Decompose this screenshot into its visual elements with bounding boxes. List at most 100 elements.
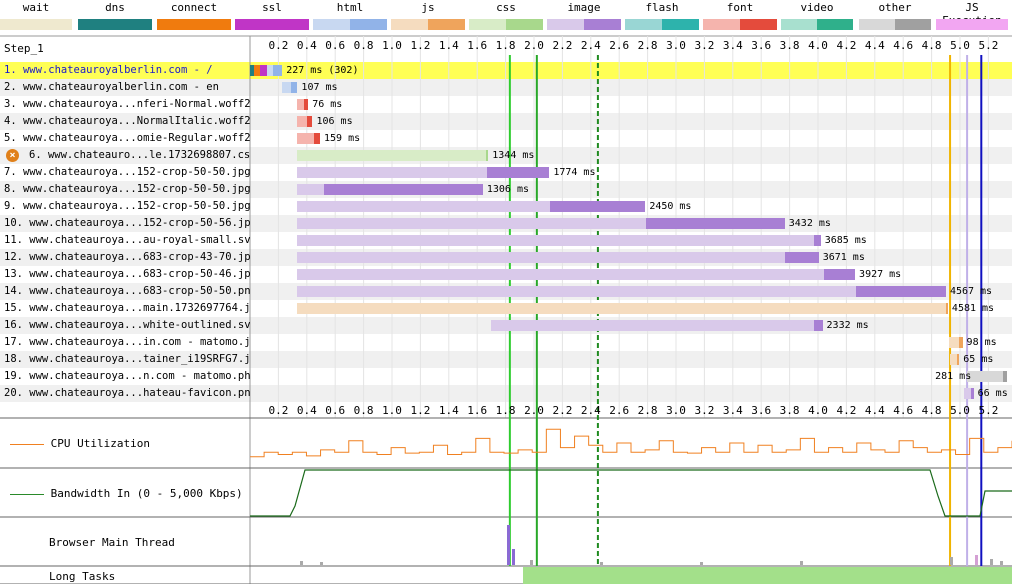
request-label[interactable]: 9. www.chateauroya...152-crop-50-50.jpg: [4, 200, 250, 212]
request-wait-bar[interactable]: [297, 286, 857, 297]
legend-item-video: video: [781, 0, 853, 34]
request-download-bar[interactable]: [313, 133, 320, 144]
time-tick: 3.0: [666, 404, 686, 417]
request-download-bar[interactable]: [303, 99, 309, 110]
request-wait-bar[interactable]: [297, 184, 324, 195]
time-tick: 0.8: [353, 39, 374, 52]
request-download-bar[interactable]: [485, 150, 489, 161]
request-download-bar[interactable]: [957, 354, 960, 365]
time-tick: 0.2: [268, 39, 289, 52]
request-duration-label: 1306 ms: [486, 184, 530, 195]
legend-label: wait: [22, 1, 50, 14]
request-wait-bar[interactable]: [297, 218, 647, 229]
request-wait-bar[interactable]: [297, 201, 550, 212]
request-label[interactable]: 13. www.chateauroya...683-crop-50-46.jpg: [4, 268, 250, 280]
legend-label: other: [878, 1, 912, 14]
time-tick: 4.8: [921, 39, 942, 52]
time-tick: 2.0: [524, 39, 544, 52]
request-download-bar[interactable]: [291, 82, 298, 93]
step-label: Step_1: [4, 42, 44, 55]
request-duration-label: 98 ms: [966, 337, 997, 348]
request-wait-bar[interactable]: [297, 235, 814, 246]
time-tick: 2.6: [609, 39, 630, 52]
request-wait-bar[interactable]: [297, 133, 314, 144]
request-download-bar[interactable]: [272, 65, 283, 76]
request-label[interactable]: 17. www.chateauroya...in.com - matomo.js: [4, 336, 250, 348]
request-wait-bar[interactable]: [297, 303, 946, 314]
legend-swatch: [157, 19, 231, 30]
request-label[interactable]: 19. www.chateauroya...n.com - matomo.php: [4, 370, 250, 382]
time-tick: 3.0: [666, 39, 686, 52]
request-wait-bar[interactable]: [267, 65, 273, 76]
legend-label: flash: [645, 1, 679, 14]
main-thread-activity-bar: [507, 525, 510, 565]
request-wait-bar[interactable]: [950, 354, 958, 365]
request-wait-bar[interactable]: [491, 320, 814, 331]
request-wait-bar[interactable]: [297, 252, 786, 263]
time-tick: 2.2: [552, 404, 573, 417]
legend-label: html: [336, 1, 364, 14]
request-download-bar[interactable]: [971, 388, 974, 399]
request-duration-label: 107 ms: [301, 82, 338, 93]
request-wait-bar[interactable]: [297, 167, 488, 178]
request-duration-label: 281 ms: [935, 371, 972, 382]
legend-swatch: [625, 19, 699, 30]
time-tick: 0.8: [353, 404, 374, 417]
time-tick: 4.6: [893, 404, 914, 417]
request-label[interactable]: 15. www.chateauroya...main.1732697764.js: [4, 302, 250, 314]
request-duration-label: 1774 ms: [553, 167, 596, 178]
request-label[interactable]: × 6. www.chateauro...le.1732698807.css: [0, 147, 250, 164]
request-wait-bar[interactable]: [297, 99, 304, 110]
time-tick: 0.6: [325, 404, 346, 417]
main-thread-activity-bar: [950, 557, 953, 565]
request-wait-bar[interactable]: [948, 337, 959, 348]
request-wait-bar[interactable]: [964, 388, 972, 399]
legend-swatch: [313, 19, 387, 30]
request-label[interactable]: 16. www.chateauroya...white-outlined.svg: [4, 319, 250, 331]
request-label[interactable]: 11. www.chateauroya...au-royal-small.svg: [4, 234, 250, 246]
request-download-bar[interactable]: [487, 167, 550, 178]
request-download-bar[interactable]: [813, 320, 823, 331]
connection-phase-bar: [250, 65, 255, 76]
time-tick: 1.6: [467, 404, 488, 417]
legend-item-dns: dns: [78, 0, 152, 34]
time-tick: 5.2: [978, 404, 999, 417]
request-download-bar[interactable]: [958, 337, 963, 348]
time-tick: 1.8: [495, 404, 516, 417]
request-download-bar[interactable]: [945, 303, 948, 314]
request-wait-bar[interactable]: [297, 150, 486, 161]
request-duration-label: 3671 ms: [822, 252, 865, 263]
time-tick: 3.2: [694, 39, 715, 52]
legend-label: connect: [170, 1, 218, 14]
request-label[interactable]: 3. www.chateauroya...nferi-Normal.woff2: [4, 98, 250, 110]
request-duration-label: 3685 ms: [824, 235, 867, 246]
request-label[interactable]: 12. www.chateauroya...683-crop-43-70.jpg: [4, 251, 250, 263]
request-download-bar[interactable]: [813, 235, 821, 246]
request-download-bar[interactable]: [306, 116, 313, 127]
request-label[interactable]: 8. www.chateauroya...152-crop-50-50.jpg: [4, 183, 250, 195]
request-label[interactable]: 20. www.chateauroya...hateau-favicon.png: [4, 387, 250, 399]
request-label[interactable]: 5. www.chateauroya...omie-Regular.woff2: [4, 132, 250, 144]
request-wait-bar[interactable]: [282, 82, 292, 93]
time-tick: 2.2: [552, 39, 573, 52]
main-thread-activity-bar: [800, 561, 803, 565]
request-download-bar[interactable]: [856, 286, 946, 297]
request-download-bar[interactable]: [1002, 371, 1007, 382]
request-label[interactable]: 2. www.chateauroyalberlin.com - en: [4, 81, 219, 93]
request-download-bar[interactable]: [646, 218, 785, 229]
request-wait-bar[interactable]: [297, 116, 307, 127]
main-thread-activity-bar: [975, 555, 978, 565]
request-wait-bar[interactable]: [297, 269, 824, 280]
request-label[interactable]: 4. www.chateauroya...NormalItalic.woff2: [4, 115, 250, 127]
legend-swatch: [391, 19, 465, 30]
request-download-bar[interactable]: [823, 269, 856, 280]
request-download-bar[interactable]: [323, 184, 483, 195]
request-download-bar[interactable]: [785, 252, 819, 263]
request-label[interactable]: 1. www.chateauroyalberlin.com - /: [4, 64, 213, 76]
request-wait-bar[interactable]: [967, 371, 1003, 382]
request-download-bar[interactable]: [549, 201, 646, 212]
request-label[interactable]: 18. www.chateauroya...tainer_i19SRFG7.js: [4, 353, 250, 365]
request-label[interactable]: 10. www.chateauroya...152-crop-50-56.jpg: [4, 217, 250, 229]
request-label[interactable]: 7. www.chateauroya...152-crop-50-50.jpg: [4, 166, 250, 178]
request-label[interactable]: 14. www.chateauroya...683-crop-50-50.png: [4, 285, 250, 297]
